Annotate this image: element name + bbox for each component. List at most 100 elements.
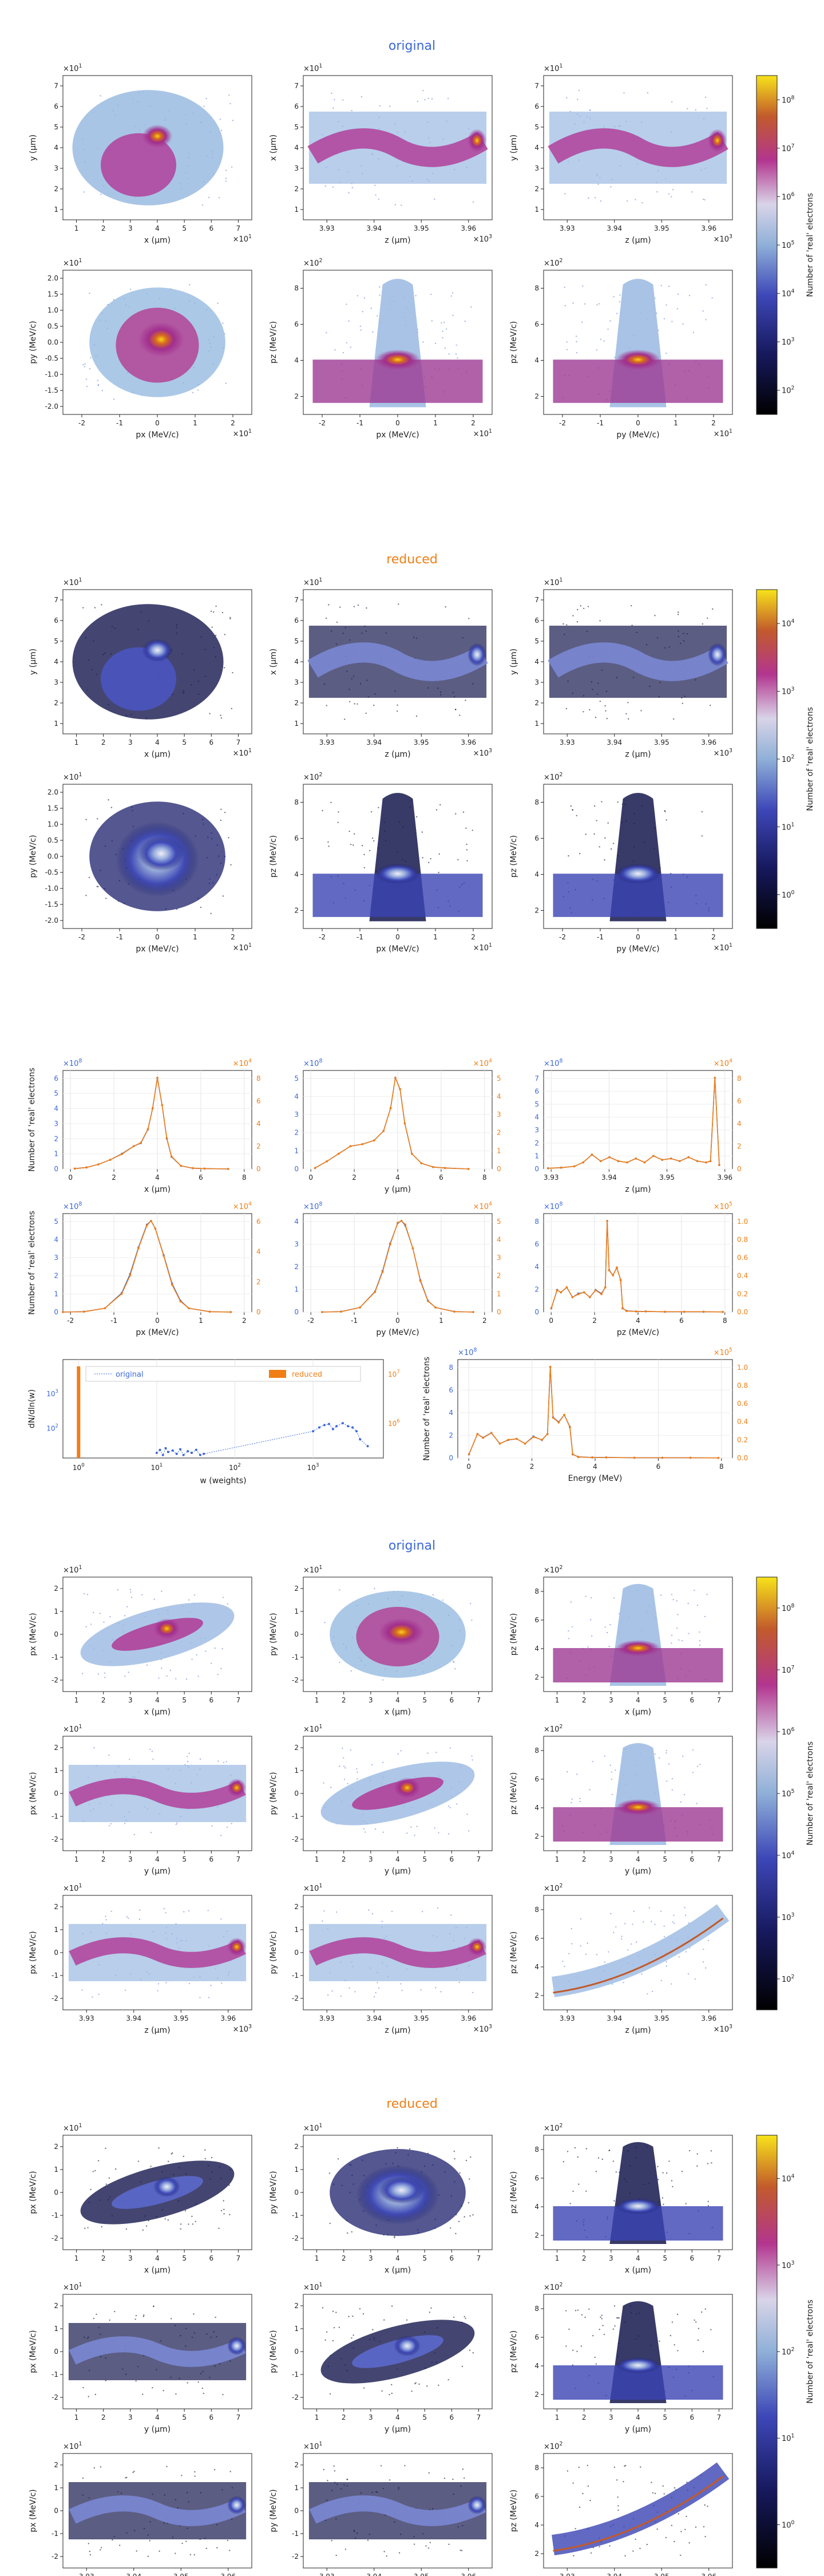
density-speck	[564, 305, 566, 307]
density-speck	[616, 313, 618, 314]
density-speck	[229, 2471, 231, 2472]
series-reduced-point	[600, 1293, 603, 1295]
x-tick-label: 3	[609, 1696, 613, 1704]
density-speck	[101, 2226, 102, 2228]
density-speck	[457, 859, 459, 861]
y-tick-label: 1	[294, 1767, 299, 1775]
density-speck	[570, 1601, 572, 1603]
y-tick-label: 0	[294, 2348, 299, 2356]
density-speck	[566, 2470, 569, 2472]
density-speck	[85, 895, 87, 896]
y-tick-label: 5	[534, 123, 539, 131]
x-multiplier: ×103	[473, 234, 492, 244]
density-speck	[600, 338, 602, 340]
x-tick-label: 0	[636, 933, 640, 941]
density-speck	[338, 1765, 340, 1767]
density-speck	[370, 811, 373, 813]
x-multiplier: ×103	[233, 2024, 252, 2034]
x-tick-label: 4	[593, 1463, 597, 1471]
y-tick-label: 0	[294, 1630, 299, 1638]
x-tick-label: 2	[352, 1174, 356, 1182]
y-tick-label: 3	[534, 678, 539, 686]
density-speck	[665, 819, 667, 821]
x-multiplier: ×101	[233, 942, 252, 953]
series-reduced-point	[661, 1159, 664, 1161]
density-speck	[88, 2396, 89, 2397]
density-speck	[466, 860, 468, 862]
series-reduced-point	[163, 1254, 165, 1257]
series-reduced-point	[722, 1311, 724, 1313]
x-tick-label: 100	[73, 1463, 85, 1472]
y-tick-label: -1.5	[45, 386, 58, 394]
x-tick-label: 6	[449, 2254, 454, 2262]
density-speck	[152, 1759, 154, 1760]
y-tick-label: -1	[52, 2530, 58, 2538]
density-speck	[335, 1911, 338, 1913]
density-speck	[363, 2387, 365, 2389]
density-speck	[199, 1997, 201, 1998]
y-multiplier: ×101	[303, 1564, 322, 1575]
series-reduced-point	[82, 1310, 85, 1313]
x-multiplier: ×101	[233, 428, 252, 438]
left-tick-label: 102	[46, 1423, 58, 1432]
density-speck	[707, 2163, 709, 2164]
x-tick-label: 1	[193, 933, 197, 941]
x-tick-label: 7	[236, 738, 241, 746]
density-core	[375, 349, 421, 370]
density-speck	[456, 1803, 458, 1805]
y-multiplier: ×101	[303, 2282, 322, 2292]
y-tick-label: 2	[294, 185, 299, 193]
y-multiplier: ×102	[544, 258, 562, 268]
density-speck	[98, 1993, 100, 1996]
density-speck	[391, 2305, 393, 2307]
left-multiplier: ×108	[458, 1347, 477, 1357]
density-speck	[596, 349, 598, 351]
x-multiplier: ×103	[714, 234, 732, 244]
density-speck	[469, 1602, 472, 1605]
density-speck	[228, 2184, 230, 2186]
y-tick-label: -1	[292, 1971, 299, 1980]
density-speck	[210, 912, 212, 915]
density-speck	[332, 186, 334, 188]
left-tick-label: 8	[534, 1218, 539, 1226]
density-core	[227, 2496, 247, 2514]
density-speck	[580, 1918, 582, 1920]
heatmap-panel: -2 -1 0 1 2-2.0-1.5-1.0-0.50.00.51.01.52.0px…	[29, 772, 252, 954]
density-speck	[585, 1953, 587, 1955]
density-speck	[119, 2545, 121, 2546]
density-speck	[83, 191, 85, 193]
x-axis-label: y (μm)	[625, 1867, 651, 1876]
density-speck	[576, 2350, 578, 2352]
density-speck	[665, 1965, 668, 1967]
density-speck	[571, 1943, 573, 1945]
density-speck	[627, 1949, 629, 1951]
density-speck	[562, 2160, 565, 2163]
density-speck	[126, 2476, 128, 2479]
y-axis-label: Number of 'real' electrons	[27, 1068, 37, 1172]
density-speck	[437, 1907, 439, 1909]
x-tick-label: 2	[592, 1317, 597, 1325]
density-speck	[84, 366, 85, 368]
density-speck	[695, 2321, 697, 2323]
y-tick-label: 1	[534, 206, 539, 214]
y-tick-label: -2	[52, 1676, 58, 1684]
y-tick-label: 4	[534, 144, 539, 152]
density-speck	[455, 2233, 457, 2235]
density-speck	[138, 1918, 141, 1920]
series-reduced-point	[410, 1152, 413, 1155]
density-speck	[598, 303, 600, 305]
left-tick-label: 0	[54, 1308, 58, 1316]
density-speck	[577, 2309, 579, 2311]
left-tick-label: 2	[294, 1263, 299, 1271]
x-axis-label: py (MeV/c)	[616, 430, 659, 440]
x-tick-label: -1	[116, 419, 123, 427]
density-speck	[193, 1594, 196, 1596]
series-reduced-point	[589, 1296, 591, 1298]
density-speck	[360, 96, 363, 98]
density-speck	[580, 605, 581, 607]
series-reduced-point	[403, 1122, 406, 1125]
density-core	[615, 349, 661, 370]
y-multiplier: ×101	[303, 577, 322, 587]
right-tick-label: 0	[737, 1165, 742, 1173]
series-reduced-point	[626, 1161, 628, 1164]
